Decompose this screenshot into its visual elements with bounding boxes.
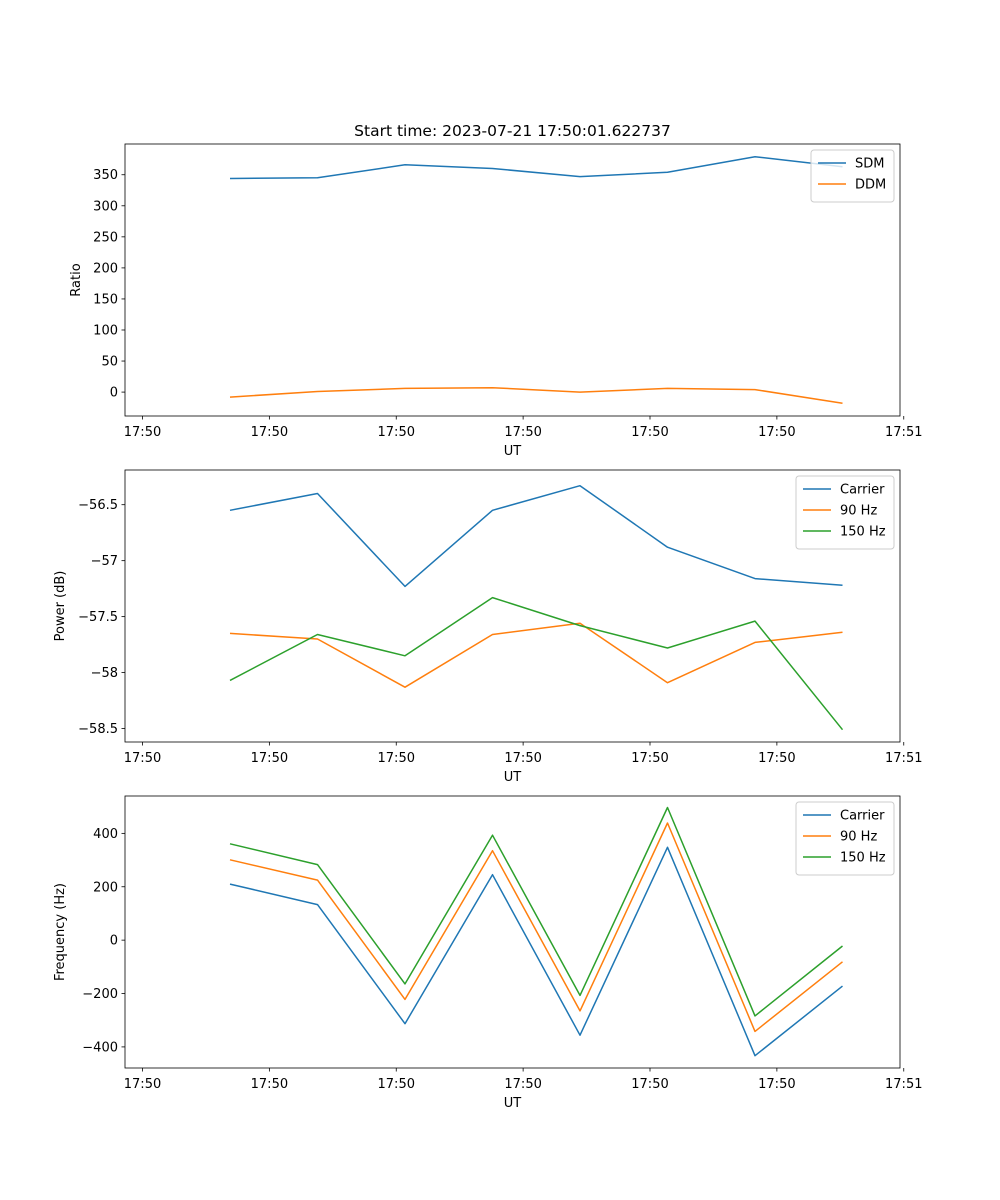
series-group [229,484,844,731]
x-tick-label: 17:50 [504,751,541,766]
y-tick-label: 150 [93,292,118,307]
y-tick-label: 250 [93,230,118,245]
subplot-1: 17:50 17:50 17:50 17:50 17:50 17:50 17:51 0 50 10… [69,122,922,459]
x-tick-label: 17:51 [885,751,922,766]
y-tick-label: −58 [91,666,118,681]
axes-frame [124,795,901,1069]
y-tick-label: 100 [93,323,118,338]
legend: Carrier 90 Hz 150 Hz [795,801,895,876]
x-tick-label: 17:50 [631,425,668,440]
chart-title: Start time: 2023-07-21 17:50:01.622737 [354,122,671,140]
axes-frame [124,469,901,743]
axes-frame [124,143,901,417]
series-line-150-hz [229,596,844,731]
x-tick-label: 17:50 [758,751,795,766]
x-tick-label: 17:50 [504,1077,541,1092]
x-tick-label: 17:50 [378,1077,415,1092]
y-tick-label: −57.5 [78,610,118,625]
legend-label: DDM [855,178,886,193]
y-tick-label: −56.5 [78,498,118,513]
y-tick-label: 350 [93,168,118,183]
x-tick-label: 17:51 [885,1077,922,1092]
series-line-carrier [229,846,843,1057]
x-tick-label: 17:50 [758,425,795,440]
x-tick-label: 17:50 [251,751,288,766]
subplot-2: 17:50 17:50 17:50 17:50 17:50 17:50 17:51 −56.5… [53,469,922,785]
y-tick-label: 200 [93,261,118,276]
x-tick-label: 17:50 [378,751,415,766]
y-tick-label: 50 [101,355,118,370]
x-axis-label: UT [504,770,522,785]
y-axis-label: Ratio [69,263,84,296]
legend: Carrier 90 Hz 150 Hz [795,475,895,550]
x-tick-label: 17:51 [885,425,922,440]
x-tick-label: 17:50 [124,1077,161,1092]
y-tick-label: −200 [82,987,118,1002]
x-tick-label: 17:50 [124,751,161,766]
series-line-150-hz [229,806,843,1017]
legend-label: SDM [855,157,884,172]
y-tick-label: 300 [93,199,118,214]
x-tick-label: 17:50 [504,425,541,440]
legend-label: 90 Hz [840,830,877,845]
x-axis-label: UT [504,1096,522,1111]
series-line-90-hz [229,822,843,1033]
y-tick-label: −57 [91,554,118,569]
legend-label: Carrier [840,809,885,824]
x-tick-label: 17:50 [758,1077,795,1092]
x-tick-label: 17:50 [251,1077,288,1092]
x-tick-label: 17:50 [124,425,161,440]
legend-label: Carrier [840,483,885,498]
y-axis-label: Power (dB) [53,571,68,642]
series-line-ddm [229,386,843,405]
y-tick-label: 400 [93,827,118,842]
legend-label: 150 Hz [840,851,886,866]
series-line-90-hz [229,622,843,688]
series-line-sdm [229,155,843,180]
y-tick-label: −58.5 [78,722,118,737]
y-axis-label: Frequency (Hz) [53,883,68,981]
legend-label: 150 Hz [840,525,886,540]
legend: SDM DDM [810,149,895,203]
y-tick-label: −400 [82,1040,118,1055]
x-axis-label: UT [504,444,522,459]
series-group [229,155,843,405]
y-tick-label: 0 [110,934,118,949]
x-tick-label: 17:50 [378,425,415,440]
y-tick-label: 200 [93,880,118,895]
x-tick-label: 17:50 [631,751,668,766]
y-tick-label: 0 [110,386,118,401]
x-tick-label: 17:50 [251,425,288,440]
series-group [229,806,843,1057]
legend-label: 90 Hz [840,504,877,519]
series-line-carrier [229,484,843,588]
x-tick-label: 17:50 [631,1077,668,1092]
subplot-3: 17:50 17:50 17:50 17:50 17:50 17:50 17:51 −400 −… [53,795,922,1111]
